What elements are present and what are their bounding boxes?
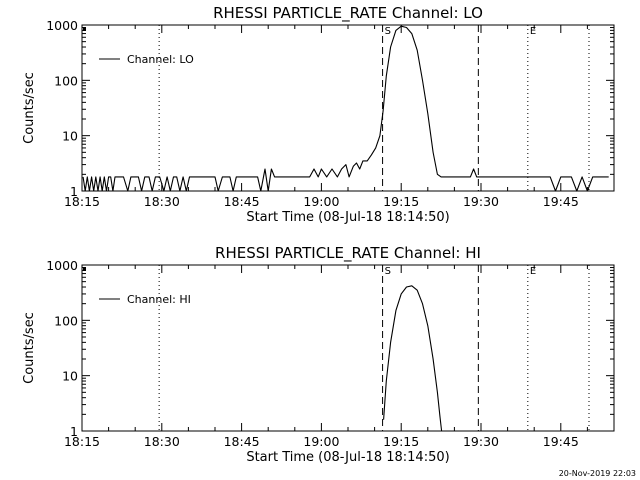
hi-x-tick-label: 18:15 (64, 434, 100, 449)
hi-x-tick-label: 19:30 (463, 434, 499, 449)
lo-y-tick-label: 1 (70, 184, 78, 199)
lo-x-tick-label: 19:00 (303, 194, 339, 209)
lo-corner-mark (83, 27, 86, 31)
hi-marker-label: S (385, 266, 391, 277)
lo-y-tick-label: 1000 (46, 18, 78, 33)
lo-marker-label: E (530, 26, 536, 37)
footer-timestamp: 20-Nov-2019 22:03 (559, 469, 636, 478)
lo-y-tick-label: 100 (54, 73, 78, 88)
lo-x-axis-label: Start Time (08-Jul-18 18:14:50) (246, 210, 449, 225)
hi-x-tick-label: 19:15 (383, 434, 419, 449)
hi-x-tick-label: 19:45 (543, 434, 579, 449)
hi-x-tick-label: 19:00 (303, 434, 339, 449)
hi-plot-frame (81, 264, 615, 432)
hi-y-tick-label: 10 (62, 369, 78, 384)
lo-x-tick-label: 18:30 (144, 194, 180, 209)
lo-marker-label: S (385, 26, 391, 37)
lo-x-tick-label: 18:45 (224, 194, 260, 209)
lo-x-tick-label: 19:45 (543, 194, 579, 209)
hi-x-axis-label: Start Time (08-Jul-18 18:14:50) (246, 450, 449, 465)
hi-y-axis-label: Counts/sec (22, 312, 37, 384)
hi-legend-label: Channel: HI (127, 293, 191, 306)
hi-corner-mark (83, 267, 86, 271)
lo-x-tick-label: 19:30 (463, 194, 499, 209)
lo-legend-label: Channel: LO (127, 53, 194, 66)
lo-plot-frame (81, 24, 615, 192)
hi-y-tick-label: 1 (70, 424, 78, 439)
lo-x-tick-label: 19:15 (383, 194, 419, 209)
hi-series-line (383, 285, 443, 432)
hi-marker-label: E (530, 266, 536, 277)
panel-hi: RHESSI PARTICLE_RATE Channel: HI 18:15 18:… (22, 244, 615, 465)
hi-x-tick-label: 18:45 (224, 434, 260, 449)
hi-x-tick-label: 18:30 (144, 434, 180, 449)
lo-y-axis-label: Counts/sec (22, 72, 37, 144)
lo-series-line (82, 25, 609, 192)
lo-chart-title: RHESSI PARTICLE_RATE Channel: LO (213, 4, 483, 23)
hi-y-tick-label: 1000 (46, 258, 78, 273)
hi-chart-title: RHESSI PARTICLE_RATE Channel: HI (215, 244, 481, 263)
panel-lo: RHESSI PARTICLE_RATE Channel: LO 18:15 18:… (22, 4, 615, 225)
hi-y-tick-label: 100 (54, 313, 78, 328)
lo-y-tick-label: 10 (62, 129, 78, 144)
lo-x-tick-label: 18:15 (64, 194, 100, 209)
